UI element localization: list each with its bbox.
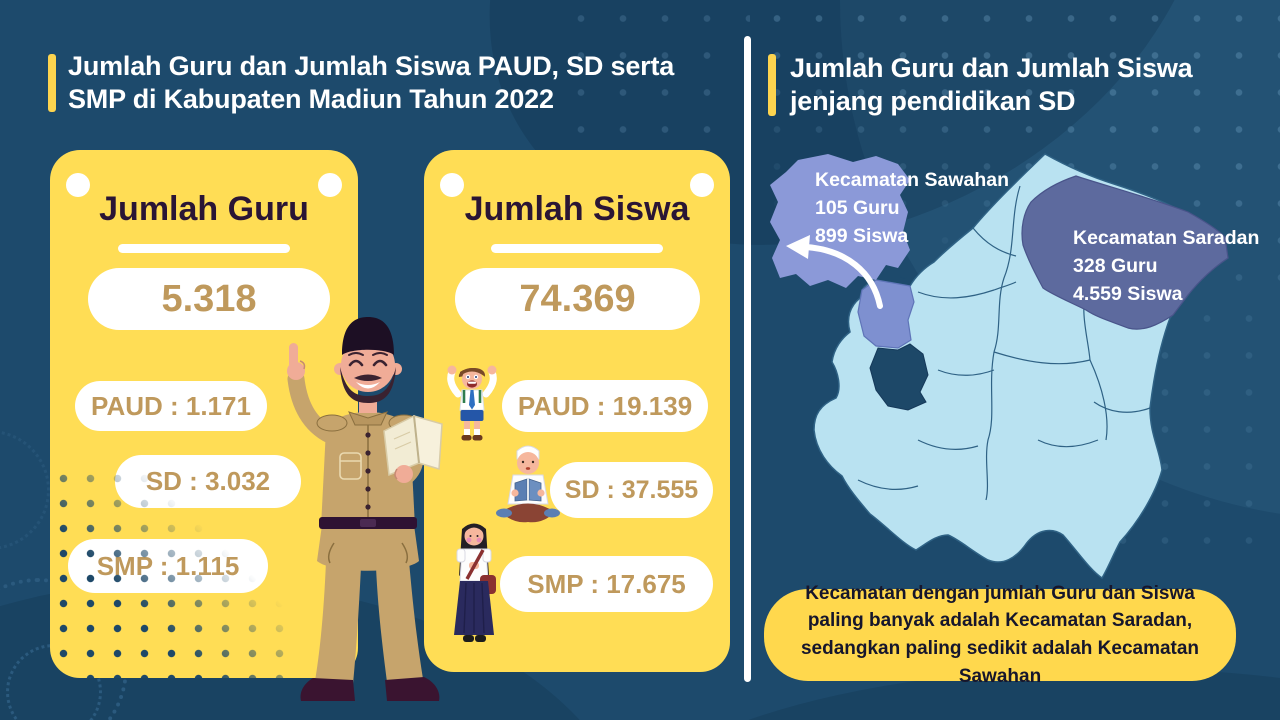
guru-card-title: Jumlah Guru (99, 190, 309, 228)
sawahan-label-name: Kecamatan Sawahan (815, 169, 1009, 191)
card-dots-pattern (50, 466, 302, 678)
guru-card: Jumlah Guru 5.318 PAUD : 1.171 SD : 3.03… (50, 150, 358, 678)
saradan-label-guru: 328 Guru (1073, 255, 1158, 277)
schoolgirl-illustration (454, 523, 496, 642)
guru-total-pill: 5.318 (88, 268, 330, 330)
saradan-label-siswa: 4.559 Siswa (1073, 283, 1183, 305)
siswa-sd-pill: SD : 37.555 (550, 462, 713, 518)
siswa-smp-pill: SMP : 17.675 (500, 556, 713, 612)
siswa-paud-pill: PAUD : 19.139 (502, 380, 708, 432)
title-accent-bar (768, 54, 776, 116)
card-underline (118, 244, 290, 253)
saradan-district (1021, 175, 1229, 330)
sawahan-label-guru: 105 Guru (815, 197, 900, 219)
guru-paud-pill: PAUD : 1.171 (75, 381, 267, 431)
reading-student-illustration (496, 445, 560, 523)
background-dots (560, 0, 750, 160)
card-underline (491, 244, 663, 253)
sawahan-label-siswa: 899 Siswa (815, 225, 908, 247)
cheering-student-illustration (447, 365, 497, 441)
madiun-district-map: Kecamatan Sawahan 105 Guru 899 Siswa Kec… (770, 153, 1259, 580)
saradan-label-name: Kecamatan Saradan (1073, 227, 1259, 249)
conclusion-note-text: Kecamatan dengan jumlah Guru dan Siswa p… (800, 582, 1200, 687)
callout-arrowhead (786, 235, 810, 259)
left-panel-title: Jumlah Guru dan Jumlah Siswa PAUD, SD se… (68, 51, 675, 114)
conclusion-note: Kecamatan dengan jumlah Guru dan Siswa p… (764, 583, 1236, 687)
siswa-total-pill: 74.369 (455, 268, 700, 330)
teacher-illustration (287, 317, 443, 701)
card-pin-circle (440, 173, 464, 197)
dark-district (869, 343, 929, 411)
right-panel-title: Jumlah Guru dan Jumlah Siswa jenjang pen… (790, 53, 1193, 116)
dotted-ring (0, 430, 50, 550)
panel-divider (744, 36, 751, 682)
siswa-card-title: Jumlah Siswa (464, 190, 690, 228)
callout-arrow (803, 244, 883, 309)
sawahan-district (857, 279, 915, 349)
card-pin-circle (690, 173, 714, 197)
title-accent-bar (48, 54, 56, 112)
card-pin-circle (66, 173, 90, 197)
card-pin-circle (318, 173, 342, 197)
